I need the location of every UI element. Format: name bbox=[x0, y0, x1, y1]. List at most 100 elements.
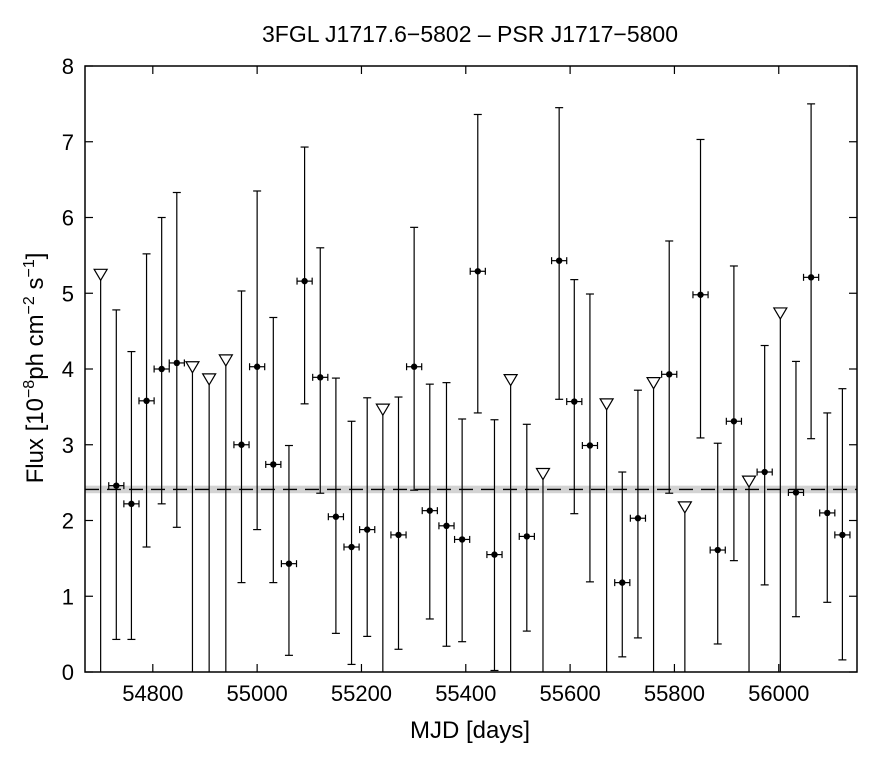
detection-point bbox=[581, 293, 599, 583]
upper-limit-triangle bbox=[741, 475, 757, 489]
detection-point bbox=[692, 138, 709, 439]
upper-limit bbox=[677, 501, 693, 672]
detection-point bbox=[248, 190, 266, 531]
detection-point bbox=[438, 382, 455, 647]
y-label-suffix: ] bbox=[22, 253, 49, 260]
detection-point bbox=[108, 309, 125, 641]
detection-point bbox=[802, 103, 820, 440]
detection-point bbox=[343, 420, 360, 666]
flux-marker bbox=[714, 546, 721, 554]
detection-point bbox=[629, 389, 647, 639]
detection-point bbox=[327, 377, 345, 634]
detection-point bbox=[725, 265, 743, 562]
chart-title: 3FGL J1717.6−5802 – PSR J1717−5800 bbox=[262, 21, 678, 47]
upper-limit-triangle bbox=[772, 307, 788, 321]
y-tick-label: 8 bbox=[62, 54, 74, 79]
flux-marker bbox=[491, 551, 498, 558]
x-tick-label: 55600 bbox=[540, 681, 601, 706]
flux-marker bbox=[173, 359, 181, 367]
detection-point bbox=[469, 113, 486, 414]
upper-limit bbox=[599, 398, 615, 672]
detection-point bbox=[756, 344, 773, 586]
x-axis-label: MJD [days] bbox=[410, 717, 530, 744]
upper-limit-triangle bbox=[201, 373, 217, 387]
upper-limit bbox=[503, 374, 519, 672]
detection-point bbox=[168, 191, 185, 528]
detection-point bbox=[153, 216, 170, 505]
upper-limit-triangle bbox=[599, 398, 615, 412]
upper-limit bbox=[375, 403, 391, 672]
flux-marker bbox=[586, 442, 594, 449]
flux-marker bbox=[807, 274, 815, 281]
flux-marker bbox=[332, 513, 340, 520]
flux-marker bbox=[523, 533, 531, 540]
plot-frame bbox=[84, 65, 858, 673]
upper-limit-triangle bbox=[218, 354, 234, 368]
upper-limit-triangle bbox=[535, 467, 551, 481]
detection-point bbox=[312, 247, 329, 494]
x-tick-label: 56000 bbox=[748, 681, 809, 706]
flux-marker bbox=[143, 397, 150, 405]
x-tick-label: 54800 bbox=[122, 681, 183, 706]
detection-point bbox=[787, 360, 805, 618]
flux-marker bbox=[730, 418, 738, 425]
y-label-prefix: Flux [10 bbox=[22, 398, 49, 483]
upper-limit-triangle bbox=[646, 377, 662, 390]
x-tick-label: 55000 bbox=[227, 681, 288, 706]
y-label-exp-1: −8 bbox=[21, 380, 38, 398]
detection-point bbox=[265, 316, 282, 584]
upper-limit-triangle bbox=[184, 361, 201, 374]
flux-marker bbox=[761, 468, 768, 476]
y-tick-label: 0 bbox=[62, 660, 74, 685]
y-label-exp-3: −1 bbox=[21, 259, 38, 277]
data-marks bbox=[93, 103, 851, 672]
upper-limit bbox=[93, 268, 109, 672]
flux-marker bbox=[301, 277, 308, 285]
flux-marker bbox=[158, 365, 165, 373]
y-tick-label: 2 bbox=[62, 509, 74, 534]
flux-marker bbox=[348, 543, 355, 551]
upper-limit bbox=[218, 354, 234, 672]
y-tick-label: 7 bbox=[62, 130, 74, 155]
detection-point bbox=[359, 397, 376, 637]
flux-marker bbox=[571, 398, 578, 405]
upper-limit-triangle bbox=[375, 403, 391, 417]
detection-point bbox=[614, 471, 631, 658]
flux-marker bbox=[792, 489, 800, 496]
flux-marker bbox=[458, 536, 466, 543]
upper-limit bbox=[772, 307, 788, 672]
detection-point bbox=[834, 388, 851, 661]
flux-marker bbox=[426, 507, 433, 514]
axis-ticks: 54800 55000 55200 55400 55600 55800 56000 0 1 2 3 4… bbox=[62, 54, 857, 706]
detection-point bbox=[421, 383, 438, 620]
detection-point bbox=[405, 226, 423, 491]
flux-marker bbox=[128, 500, 135, 508]
flux-marker bbox=[270, 461, 277, 468]
detection-point bbox=[453, 418, 471, 643]
detection-point bbox=[709, 442, 726, 645]
flux-marker bbox=[555, 257, 563, 264]
flux-marker bbox=[363, 526, 371, 533]
detection-point bbox=[566, 279, 583, 515]
flux-marker bbox=[410, 363, 418, 370]
y-axis-label: Flux [10−8ph cm−2 s−1] bbox=[21, 253, 49, 484]
flux-marker bbox=[443, 522, 450, 530]
x-tick-label: 55800 bbox=[644, 681, 705, 706]
flux-marker bbox=[238, 441, 245, 448]
flux-marker bbox=[634, 515, 642, 522]
y-label-unit-1: ph cm bbox=[22, 314, 49, 379]
detection-point bbox=[123, 350, 140, 641]
flux-marker bbox=[253, 363, 261, 370]
detection-point bbox=[138, 253, 155, 548]
y-label-unit-2: s bbox=[22, 278, 49, 297]
upper-limit bbox=[741, 475, 757, 672]
flux-marker bbox=[474, 268, 481, 275]
detection-point bbox=[280, 444, 298, 656]
y-tick-label: 1 bbox=[62, 584, 74, 609]
y-tick-label: 3 bbox=[62, 433, 74, 458]
detection-point bbox=[518, 423, 535, 632]
detection-point bbox=[233, 290, 250, 584]
upper-limit-triangle bbox=[503, 374, 519, 387]
upper-limit-triangle bbox=[677, 501, 693, 515]
